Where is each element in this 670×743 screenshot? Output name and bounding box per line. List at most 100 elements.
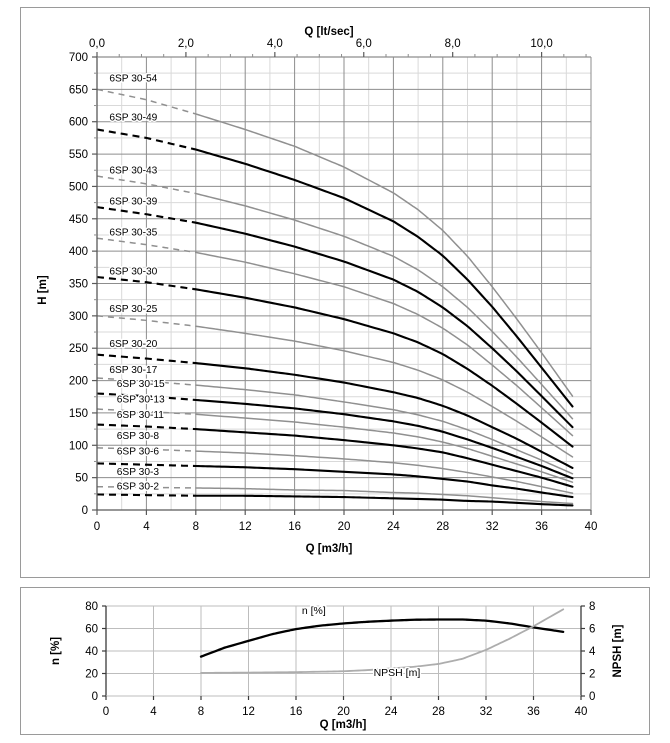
curve-npsh <box>200 608 565 674</box>
curve-label-6sp-30-49: 6SP 30-49 <box>109 112 157 123</box>
x2-tick-label: 2,0 <box>178 38 194 50</box>
x-tick-label: 8 <box>193 521 199 533</box>
curve-efficiency <box>199 618 565 658</box>
curve-label-halo: 6SP 30-17 <box>109 365 157 376</box>
curve-label-halo: 6SP 30-39 <box>109 197 157 208</box>
curve-dashed-6sp-30-3 <box>96 485 196 489</box>
x-tick-label: 40 <box>585 521 598 533</box>
y-tick-label: 250 <box>69 343 88 355</box>
y2-axis-title: NPSH [m] <box>612 624 624 677</box>
y-tick-label: 60 <box>85 624 98 636</box>
curve-6sp-30-13 <box>195 413 574 483</box>
y-tick-label: 50 <box>75 473 88 485</box>
efficiency-npsh-chart-panel: n [%] n [%] NPSH [m] NPSH [m] 0 20 40 60 80 0 2 4 6 8… <box>20 587 650 735</box>
curve-dashed-6sp-30-30 <box>96 275 196 291</box>
curve-6sp-30-20 <box>194 362 574 469</box>
curve-label-halo: 6SP 30-15 <box>117 379 165 390</box>
y-tick-label: 0 <box>82 505 88 517</box>
grid-layer <box>96 56 592 511</box>
curve-6sp-30-17 <box>195 384 574 475</box>
y-tick-label: 350 <box>69 279 88 291</box>
curve-label-halo: 6SP 30-8 <box>117 431 160 442</box>
y-tick-label: 700 <box>69 52 88 64</box>
curve-6sp-30-49 <box>194 148 574 408</box>
curve-dashed-6sp-30-35 <box>96 237 196 254</box>
curve-6sp-30-8 <box>195 450 574 494</box>
y-tick-label: 550 <box>69 149 88 161</box>
annotation-efficiency: n [%] <box>302 605 326 617</box>
x-tick-label: 28 <box>436 521 449 533</box>
curve-label-6sp-30-43: 6SP 30-43 <box>109 165 157 176</box>
annotation-npsh-halo: NPSH [m] <box>374 667 421 679</box>
y2-tick-label: 8 <box>589 601 595 613</box>
x-tick-label: 4 <box>143 521 150 533</box>
curve-dashed-6sp-30-17 <box>96 377 196 386</box>
x-tick-label: 8 <box>198 706 204 718</box>
x-tick-label: 12 <box>242 706 255 718</box>
x2-tick-label: 6,0 <box>356 38 372 50</box>
curve-label-6sp-30-30: 6SP 30-30 <box>109 266 157 277</box>
x-tick-label: 20 <box>338 521 351 533</box>
curve-6sp-30-3 <box>195 487 574 505</box>
y-tick-label: 300 <box>69 311 88 323</box>
curve-dashed-6sp-30-39 <box>96 206 196 224</box>
curve-label-6sp-30-39: 6SP 30-39 <box>109 197 157 208</box>
y-axis-title: H [m] <box>37 275 49 305</box>
x-tick-label: 28 <box>432 706 445 718</box>
curve-label-halo: 6SP 30-2 <box>117 481 160 492</box>
curve-label-6sp-30-2: 6SP 30-2 <box>117 481 160 492</box>
annotation-efficiency-halo: n [%] <box>302 605 326 617</box>
curve-dashed-6sp-30-25 <box>96 315 196 327</box>
axis-layer: 0501001502002503003504004505005506006507… <box>69 38 598 533</box>
y-axis-title: n [%] <box>50 637 62 665</box>
y-tick-label: 100 <box>69 440 88 452</box>
x-axis-title: Q [m3/h] <box>306 543 353 555</box>
curve-label-halo: 6SP 30-30 <box>109 266 157 277</box>
curve-label-6sp-30-35: 6SP 30-35 <box>109 228 157 239</box>
curve-label-halo: 6SP 30-3 <box>117 467 160 478</box>
y-tick-label: 400 <box>69 246 88 258</box>
curve-dashed-6sp-30-15 <box>96 392 196 402</box>
curve-6sp-30-39 <box>194 221 574 429</box>
curve-dashed-6sp-30-11 <box>96 423 196 431</box>
curve-layer <box>96 88 574 507</box>
y-tick-label: 0 <box>92 691 98 703</box>
curve-label-6sp-30-3: 6SP 30-3 <box>117 467 160 478</box>
y2-tick-label: 2 <box>589 669 595 681</box>
x-tick-label: 12 <box>239 521 252 533</box>
x-axis-title: Q [m3/h] <box>320 719 367 731</box>
curve-6sp-30-25 <box>195 325 574 458</box>
y-tick-label: 500 <box>69 181 88 193</box>
curve-label-halo: 6SP 30-54 <box>109 74 157 85</box>
curve-6sp-30-43 <box>195 192 574 420</box>
y-tick-label: 40 <box>85 646 98 658</box>
annotation-npsh: NPSH [m] <box>374 667 421 679</box>
curve-label-6sp-30-15: 6SP 30-15 <box>117 379 165 390</box>
curve-dashed-6sp-30-8 <box>96 447 196 452</box>
y-tick-label: 600 <box>69 117 88 129</box>
curve-label-halo: 6SP 30-11 <box>117 410 165 421</box>
x2-axis-title: Q [lt/sec] <box>304 26 353 38</box>
curve-label-6sp-30-54: 6SP 30-54 <box>109 74 157 85</box>
curve-label-6sp-30-8: 6SP 30-8 <box>117 431 160 442</box>
curve-label-6sp-30-25: 6SP 30-25 <box>109 304 157 315</box>
efficiency-npsh-chart: n [%]n [%]NPSH [m]NPSH [m]02040608002468… <box>50 601 624 731</box>
x2-tick-label: 4,0 <box>267 38 283 50</box>
y-tick-label: 150 <box>69 408 88 420</box>
curve-dashed-6sp-30-43 <box>96 175 196 195</box>
x2-tick-label: 8,0 <box>445 38 461 50</box>
curve-6sp-30-54 <box>195 113 574 397</box>
curve-label-layer: n [%]n [%]NPSH [m]NPSH [m] <box>300 603 422 680</box>
x-tick-label: 4 <box>150 706 157 718</box>
x2-tick-label: 0,0 <box>89 38 105 50</box>
head-capacity-chart-panel: 6SP 30-54 6SP 30-54 6SP 30-49 6SP 30-49 6SP … <box>20 7 650 578</box>
curve-label-6sp-30-20: 6SP 30-20 <box>109 339 157 350</box>
curve-label-halo: 6SP 30-13 <box>117 395 165 406</box>
x2-tick-label: 10,0 <box>530 38 552 50</box>
y-tick-label: 80 <box>85 601 98 613</box>
grid-layer <box>105 605 582 697</box>
x-tick-label: 32 <box>480 706 493 718</box>
curve-label-6sp-30-17: 6SP 30-17 <box>109 365 157 376</box>
